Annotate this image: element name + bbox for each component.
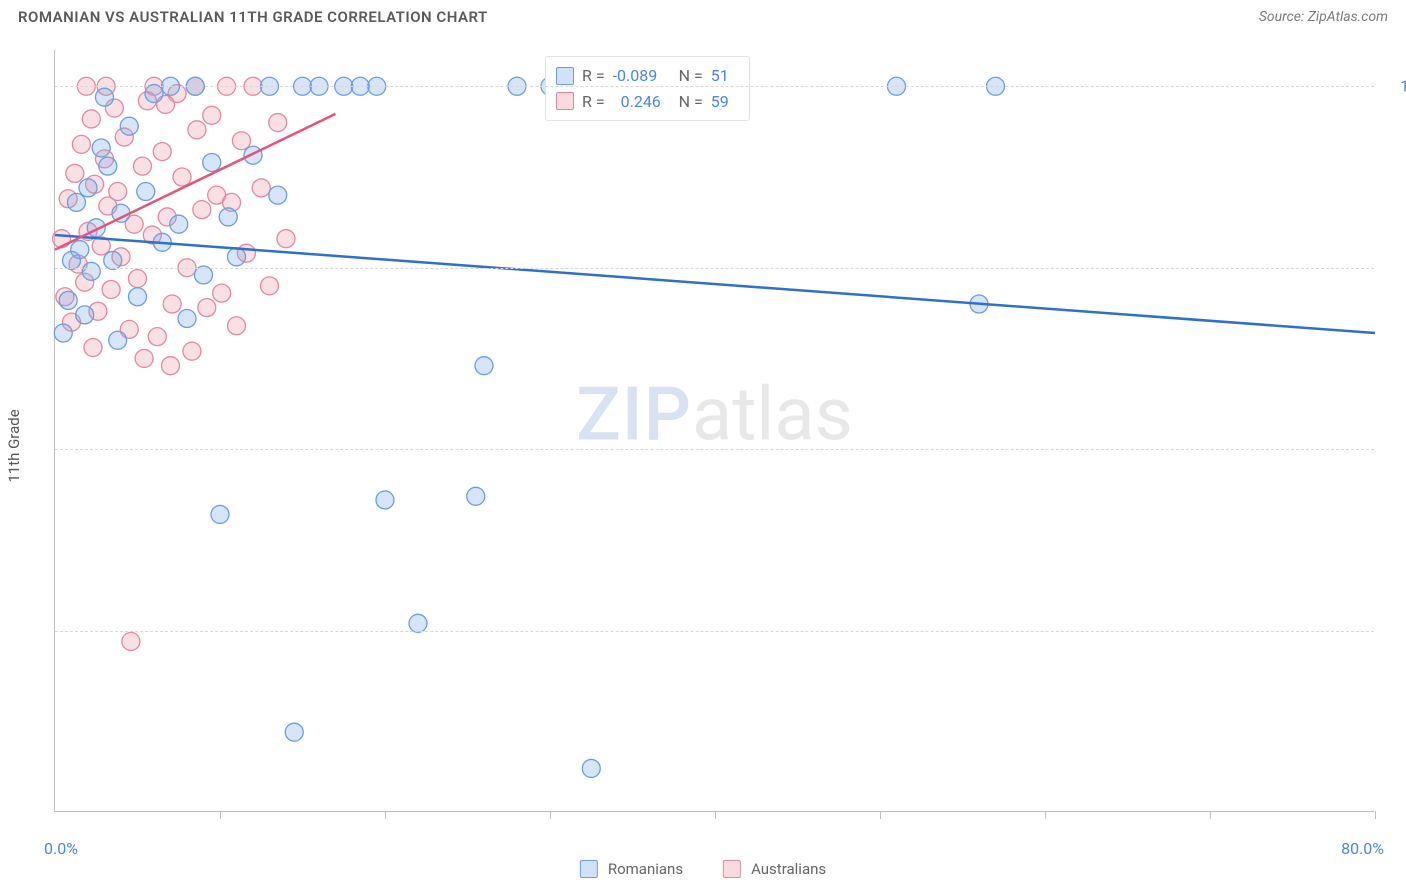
data-point — [213, 284, 231, 302]
x-axis-start-label: 0.0% — [44, 839, 78, 858]
x-tick — [1045, 811, 1046, 819]
n-value-romanians: 51 — [711, 63, 739, 89]
legend-label: Australians — [751, 860, 826, 878]
data-point — [102, 280, 120, 298]
swatch-blue-icon — [556, 67, 574, 85]
data-point — [53, 230, 71, 248]
n-label: N = — [679, 89, 703, 115]
data-point — [82, 262, 100, 280]
chart-plot-area: ZIPatlas R = -0.089 N = 51 R = 0.246 N =… — [54, 50, 1374, 812]
legend-row-romanians: R = -0.089 N = 51 — [556, 63, 739, 89]
x-tick — [715, 811, 716, 819]
correlation-legend: R = -0.089 N = 51 R = 0.246 N = 59 — [545, 56, 750, 121]
grid-line — [55, 86, 1374, 87]
data-point — [467, 487, 485, 505]
trend-line — [55, 235, 1375, 333]
data-point — [72, 135, 90, 153]
data-point — [193, 201, 211, 219]
data-point — [109, 331, 127, 349]
data-point — [133, 157, 151, 175]
grid-line — [55, 449, 1374, 450]
data-point — [129, 288, 147, 306]
data-point — [582, 759, 600, 777]
x-tick — [1375, 811, 1376, 819]
swatch-blue-icon — [580, 860, 598, 878]
data-point — [219, 208, 237, 226]
r-value-romanians: -0.089 — [613, 63, 671, 89]
y-tick-label: 100.0% — [1382, 77, 1406, 96]
data-point — [198, 299, 216, 317]
data-point — [163, 295, 181, 313]
data-point — [261, 277, 279, 295]
data-point — [67, 193, 85, 211]
x-tick — [385, 811, 386, 819]
data-point — [59, 291, 77, 309]
legend-item-romanians: Romanians — [580, 860, 683, 878]
x-tick — [220, 811, 221, 819]
data-point — [99, 157, 117, 175]
r-label: R = — [582, 63, 605, 89]
grid-line — [55, 631, 1374, 632]
y-tick-label: 95.0% — [1382, 258, 1406, 277]
legend-item-australians: Australians — [723, 860, 826, 878]
source-attribution: Source: ZipAtlas.com — [1259, 9, 1388, 25]
data-point — [178, 310, 196, 328]
data-point — [135, 349, 153, 367]
data-point — [211, 505, 229, 523]
series-legend: Romanians Australians — [580, 860, 826, 878]
data-point — [228, 248, 246, 266]
legend-row-australians: R = 0.246 N = 59 — [556, 89, 739, 115]
data-point — [203, 106, 221, 124]
data-point — [173, 168, 191, 186]
data-point — [277, 230, 295, 248]
data-point — [203, 153, 221, 171]
data-point — [92, 139, 110, 157]
data-point — [269, 186, 287, 204]
x-tick — [550, 811, 551, 819]
data-point — [96, 88, 114, 106]
data-point — [228, 317, 246, 335]
data-point — [376, 491, 394, 509]
data-point — [129, 270, 147, 288]
swatch-pink-icon — [556, 92, 574, 110]
data-point — [76, 306, 94, 324]
swatch-pink-icon — [723, 860, 741, 878]
data-point — [475, 357, 493, 375]
data-point — [232, 132, 250, 150]
grid-line — [55, 268, 1374, 269]
y-axis-title: 11th Grade — [5, 409, 23, 482]
data-point — [54, 324, 72, 342]
r-value-australians: 0.246 — [613, 89, 671, 115]
x-axis-end-label: 80.0% — [1341, 839, 1384, 858]
x-tick — [880, 811, 881, 819]
y-tick-label: 90.0% — [1382, 440, 1406, 459]
data-point — [269, 114, 287, 132]
data-point — [188, 121, 206, 139]
r-label: R = — [582, 89, 605, 115]
data-point — [71, 241, 89, 259]
y-tick-label: 85.0% — [1382, 621, 1406, 640]
data-point — [170, 215, 188, 233]
n-value-australians: 59 — [711, 89, 739, 115]
data-point — [153, 143, 171, 161]
data-point — [252, 179, 270, 197]
chart-title: ROMANIAN VS AUSTRALIAN 11TH GRADE CORREL… — [18, 8, 488, 26]
data-point — [285, 723, 303, 741]
x-tick — [1210, 811, 1211, 819]
data-point — [162, 357, 180, 375]
data-point — [137, 183, 155, 201]
data-point — [120, 117, 138, 135]
n-label: N = — [679, 63, 703, 89]
scatter-plot-svg — [55, 50, 1374, 811]
legend-label: Romanians — [608, 860, 683, 878]
data-point — [79, 179, 97, 197]
data-point — [183, 342, 201, 360]
data-point — [84, 339, 102, 357]
data-point — [122, 632, 140, 650]
data-point — [66, 164, 84, 182]
data-point — [109, 183, 127, 201]
data-point — [244, 146, 262, 164]
data-point — [148, 328, 166, 346]
data-point — [82, 110, 100, 128]
